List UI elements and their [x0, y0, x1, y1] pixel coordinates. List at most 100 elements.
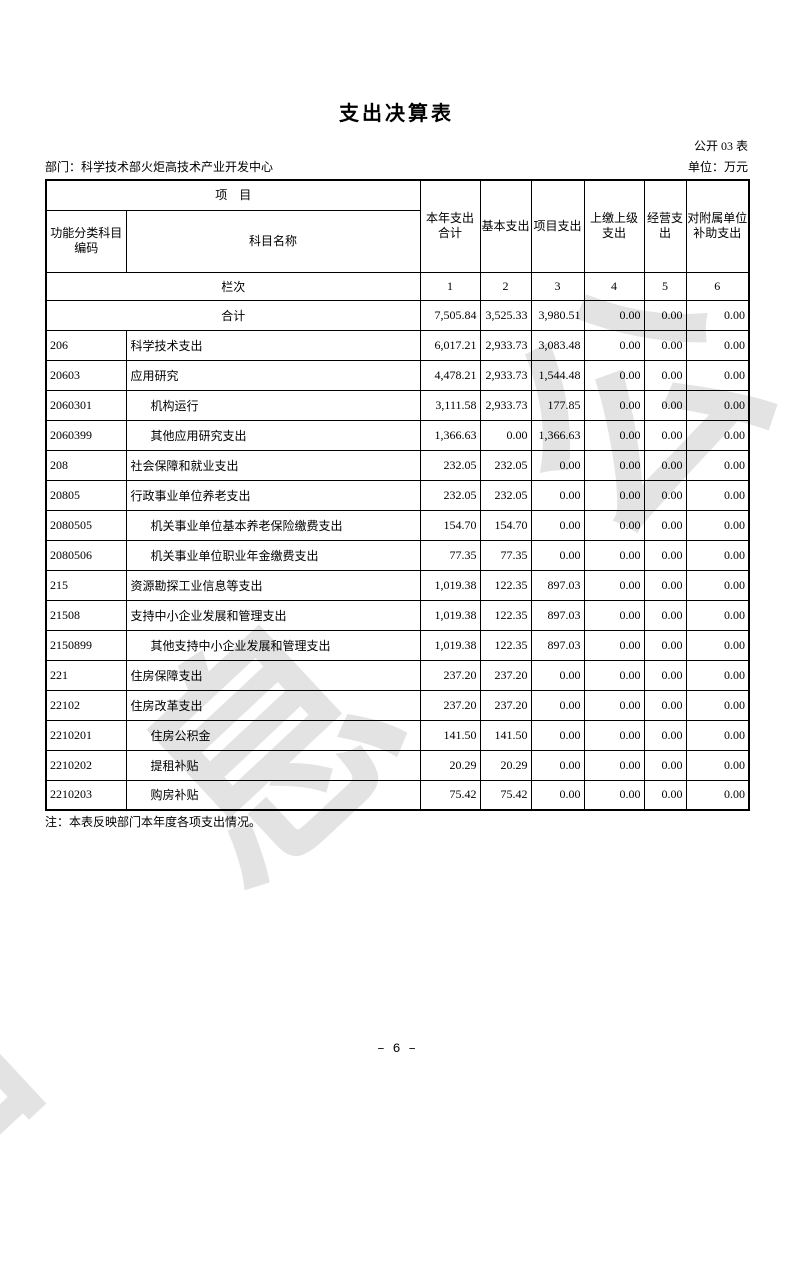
row-value: 0.00 [583, 629, 645, 661]
row-value: 0.00 [685, 479, 750, 511]
row-name: 行政事业单位养老支出 [125, 479, 421, 511]
row-value: 0.00 [583, 599, 645, 631]
table-row: 2150899 其他支持中小企业发展和管理支出 1,019.38 122.35 … [45, 629, 750, 661]
row-value: 0.00 [583, 659, 645, 691]
row-value: 0.00 [530, 749, 585, 781]
row-value: 0.00 [583, 719, 645, 751]
row-name: 机关事业单位职业年金缴费支出 [125, 539, 421, 571]
total-value: 3,525.33 [479, 299, 532, 331]
row-value: 20.29 [479, 749, 532, 781]
row-value: 0.00 [643, 419, 687, 451]
row-code: 22102 [45, 689, 127, 721]
row-code: 2210202 [45, 749, 127, 781]
table-row: 215 资源勘探工业信息等支出 1,019.38 122.35 897.03 0… [45, 569, 750, 601]
row-value: 75.42 [419, 779, 481, 811]
row-value: 0.00 [643, 509, 687, 541]
row-value: 0.00 [643, 599, 687, 631]
row-value: 897.03 [530, 629, 585, 661]
header-col-upper: 上缴上级 支出 [583, 179, 645, 273]
row-value: 1,019.38 [419, 629, 481, 661]
row-value: 0.00 [530, 689, 585, 721]
row-value: 0.00 [583, 389, 645, 421]
row-value: 0.00 [530, 479, 585, 511]
row-name: 应用研究 [125, 359, 421, 391]
row-value: 1,019.38 [419, 569, 481, 601]
row-value: 237.20 [479, 689, 532, 721]
row-value: 2,933.73 [479, 329, 532, 361]
table-row: 2210203 购房补贴 75.42 75.42 0.00 0.00 0.00 … [45, 779, 750, 811]
row-value: 0.00 [583, 479, 645, 511]
table-row: 2060399 其他应用研究支出 1,366.63 0.00 1,366.63 … [45, 419, 750, 451]
row-value: 0.00 [583, 329, 645, 361]
row-name: 住房保障支出 [125, 659, 421, 691]
table-code-label: 公开 03 表 [693, 139, 748, 153]
row-value: 0.00 [583, 749, 645, 781]
row-value: 232.05 [479, 479, 532, 511]
total-label: 合计 [45, 299, 421, 331]
row-value: 6,017.21 [419, 329, 481, 361]
row-value: 0.00 [685, 719, 750, 751]
header-col-subsidy: 对附属单位 补助支出 [685, 179, 750, 273]
row-value: 0.00 [530, 449, 585, 481]
row-value: 1,366.63 [530, 419, 585, 451]
table-row: 206 科学技术支出 6,017.21 2,933.73 3,083.48 0.… [45, 329, 750, 361]
row-name: 提租补贴 [125, 749, 421, 781]
table-row: 2080506 机关事业单位职业年金缴费支出 77.35 77.35 0.00 … [45, 539, 750, 571]
column-number: 2 [479, 271, 532, 301]
row-value: 0.00 [643, 479, 687, 511]
row-value: 122.35 [479, 569, 532, 601]
row-value: 0.00 [685, 509, 750, 541]
row-name: 机构运行 [125, 389, 421, 421]
row-value: 4,478.21 [419, 359, 481, 391]
row-value: 0.00 [685, 599, 750, 631]
row-value: 0.00 [643, 779, 687, 811]
row-name: 机关事业单位基本养老保险缴费支出 [125, 509, 421, 541]
row-value: 0.00 [583, 539, 645, 571]
row-value: 0.00 [685, 389, 750, 421]
row-value: 232.05 [479, 449, 532, 481]
row-value: 1,019.38 [419, 599, 481, 631]
row-value: 0.00 [530, 539, 585, 571]
column-index-row: 栏次 1 2 3 4 5 6 [45, 271, 750, 301]
row-code: 20603 [45, 359, 127, 391]
row-value: 237.20 [419, 689, 481, 721]
row-name: 社会保障和就业支出 [125, 449, 421, 481]
row-value: 0.00 [685, 449, 750, 481]
table-row: 20603 应用研究 4,478.21 2,933.73 1,544.48 0.… [45, 359, 750, 391]
row-value: 0.00 [685, 569, 750, 601]
total-value: 0.00 [583, 299, 645, 331]
row-value: 0.00 [530, 779, 585, 811]
header-row-sub: 功能分类科目 编码 科目名称 [45, 209, 749, 273]
row-code: 21508 [45, 599, 127, 631]
row-value: 177.85 [530, 389, 585, 421]
column-number: 5 [643, 271, 687, 301]
row-value: 0.00 [530, 509, 585, 541]
row-value: 141.50 [479, 719, 532, 751]
unit-label: 单位：万元 [687, 160, 748, 174]
row-code: 206 [45, 329, 127, 361]
row-code: 208 [45, 449, 127, 481]
row-value: 0.00 [685, 689, 750, 721]
total-value: 7,505.84 [419, 299, 481, 331]
row-value: 3,111.58 [419, 389, 481, 421]
row-value: 75.42 [479, 779, 532, 811]
page-title: 支出决算表 [339, 103, 454, 125]
row-value: 2,933.73 [479, 359, 532, 391]
row-name: 住房改革支出 [125, 689, 421, 721]
row-code: 2060399 [45, 419, 127, 451]
column-number: 4 [583, 271, 645, 301]
table-row: 208 社会保障和就业支出 232.05 232.05 0.00 0.00 0.… [45, 449, 750, 481]
row-value: 1,544.48 [530, 359, 585, 391]
column-number: 6 [685, 271, 750, 301]
report-sheet: 支出决算表 公开 03 表 部门：科学技术部火炬高技术产业开发中心 单位：万元 … [45, 0, 751, 830]
row-name: 住房公积金 [125, 719, 421, 751]
row-value: 2,933.73 [479, 389, 532, 421]
table-row: 21508 支持中小企业发展和管理支出 1,019.38 122.35 897.… [45, 599, 750, 631]
header-item-group: 项 目 [45, 179, 421, 211]
row-value: 232.05 [419, 479, 481, 511]
row-value: 0.00 [643, 749, 687, 781]
department-label: 部门：科学技术部火炬高技术产业开发中心 [45, 160, 274, 174]
row-value: 0.00 [479, 419, 532, 451]
expenditure-table: 项 目 本年支出 合计 基本支出 项目支出 上缴上级 支出 经营支 出 对附属单… [45, 179, 751, 811]
